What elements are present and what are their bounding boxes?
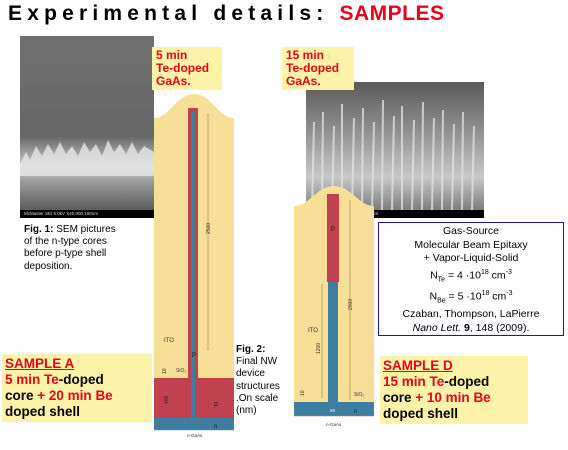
dim-core-d: 1200 [316,343,322,354]
page-title: Experimental details: SAMPLES [8,2,445,26]
fig1-text1: SEM pictures [53,224,116,235]
fig2-text2: device [236,368,265,380]
ito-label-d: ITO [308,328,318,334]
info-line2: Molecular Beam Epitaxy [414,238,528,251]
p-label-a: p [214,401,218,408]
ito-label-a: ITO [164,338,174,344]
info-line3: + Vapor-Liquid-Solid [423,252,519,265]
sem-image-left: McMaster SEI 5.0kV X40,000 100nm [20,36,154,218]
nbe-n: N [429,290,438,303]
fig1-caption: Fig. 1: SEM pictures of the n-type cores… [24,224,152,273]
title-accent: SAMPLES [339,2,445,25]
fig2-text4: .On scale [236,392,279,404]
sample-d-time: 15 min [383,374,430,389]
n-label-d: n [354,409,357,415]
sample-a-core: core [5,388,38,403]
sio2-label-a: SiO₂ [176,368,186,374]
sample-a-heading: SAMPLE A [5,356,75,371]
sample-a-dopant: Te [44,372,59,387]
fig1-text2: of the n-type cores [24,236,107,248]
info-pages: , 148 (2009). [469,321,530,334]
sample-d-box: SAMPLE D 15 min Te-doped core + 10 min B… [380,356,528,424]
nbe-value: = 5 ·10 [445,290,482,303]
info-line1: Gas-Source [442,225,500,237]
info-volume: 9 [461,321,470,334]
info-citation: Nano Lett. 9, 148 (2009). [379,322,563,336]
info-authors: Czaban, Thompson, LaPierre [402,308,540,321]
tag-a-line3: GaAs. [156,74,191,88]
tag-sample-d: 15 min Te-doped GaAs. [282,47,354,90]
dim-height-d: 2000 [348,299,354,310]
nanowire-shell-d [327,194,339,282]
nte-value: = 4 ·10 [445,269,481,282]
sample-a-box: SAMPLE A 5 min Te-doped core + 20 min Be… [2,354,152,422]
tag-d-line3: GaAs. [286,74,321,88]
n-label-a: n [214,424,217,430]
growth-info-box: Gas-Source Molecular Beam Epitaxy + Vapo… [378,222,564,336]
dim-width-d: 50 [330,408,336,413]
info-nte: NTe = 4 ·1018 cm-3 [379,266,563,287]
sem-image-right: 4.5kV X40,000 100nm WD 6.0mm [306,82,484,218]
sample-d-shell-dopant: Be [473,390,491,405]
sample-a-shell-dopant: Be [95,388,113,403]
p-label-d: p [331,225,335,232]
sample-d-shell: doped shell [383,406,459,421]
nbe-unit-exp: -3 [506,289,513,297]
substrate-label-d: n-GaAs [326,422,342,427]
fig1-text3: before p-type shell [24,248,107,260]
dim-oxide-d: 10 [300,390,306,396]
nanowire-core-a [191,112,195,430]
dim-shell-a: 400 [164,395,170,404]
fig2-label: Fig. 2: [236,344,266,355]
tag-a-line1: 5 min [156,48,188,62]
nbe-sub: Be [437,297,446,305]
info-nbe: NBe = 5 ·1018 cm-3 [379,287,563,308]
sample-a-doped: -doped [58,372,104,387]
sample-d-shell-time: + 10 min [415,390,474,405]
device-structure-a: 2500 400 10 ITO SiO₂ p p n n-GaAs [154,94,234,438]
device-structure-d: 2000 1200 10 50 ITO SiO₂ p n n-GaAs [294,186,374,427]
fig2-text3: structures [236,380,280,392]
sem-left-texture [20,36,154,218]
nbe-exp: 18 [481,289,490,297]
fig2-text5: (nm) [236,405,257,417]
info-journal: Nano Lett. [412,321,462,334]
sample-d-doped: -doped [444,374,490,389]
nbe-unit: cm [489,290,507,303]
sample-d-heading: SAMPLE D [383,358,453,373]
sample-a-time: 5 min [5,372,45,387]
nte-unit-exp: -3 [505,268,512,276]
fig2-text1: Final NW [236,356,278,368]
title-main: Experimental details: [8,2,340,25]
fig2-caption: Fig. 2: Final NW device structures .On s… [236,344,292,417]
tag-d-line2: Te-doped [286,61,340,75]
nte-unit: cm [488,269,506,282]
sio2-label-d: SiO₂ [354,392,364,398]
fig1-label: Fig. 1: [24,224,54,235]
sample-a-shell: doped shell [5,404,81,419]
p-label-core-a: p [192,351,196,358]
sem-left-scalebar: McMaster SEI 5.0kV X40,000 100nm [20,210,154,218]
fig1-text4: deposition. [24,260,73,272]
dim-height-a: 2500 [206,223,212,234]
tag-a-line2: Te-doped [156,61,210,75]
dim-oxide-a: 10 [162,368,168,374]
tag-d-line1: 15 min [286,48,325,62]
sample-a-shell-time: + 20 min [37,388,96,403]
nte-exp: 18 [480,268,489,276]
sample-d-core: core [383,390,416,405]
nte-n: N [430,269,438,282]
nanowire-core-d [328,282,338,414]
nte-sub: Te [437,276,446,284]
substrate-label-a: n-GaAs [187,433,203,438]
tag-sample-a: 5 min Te-doped GaAs. [152,47,222,90]
sample-d-dopant: Te [429,374,445,389]
